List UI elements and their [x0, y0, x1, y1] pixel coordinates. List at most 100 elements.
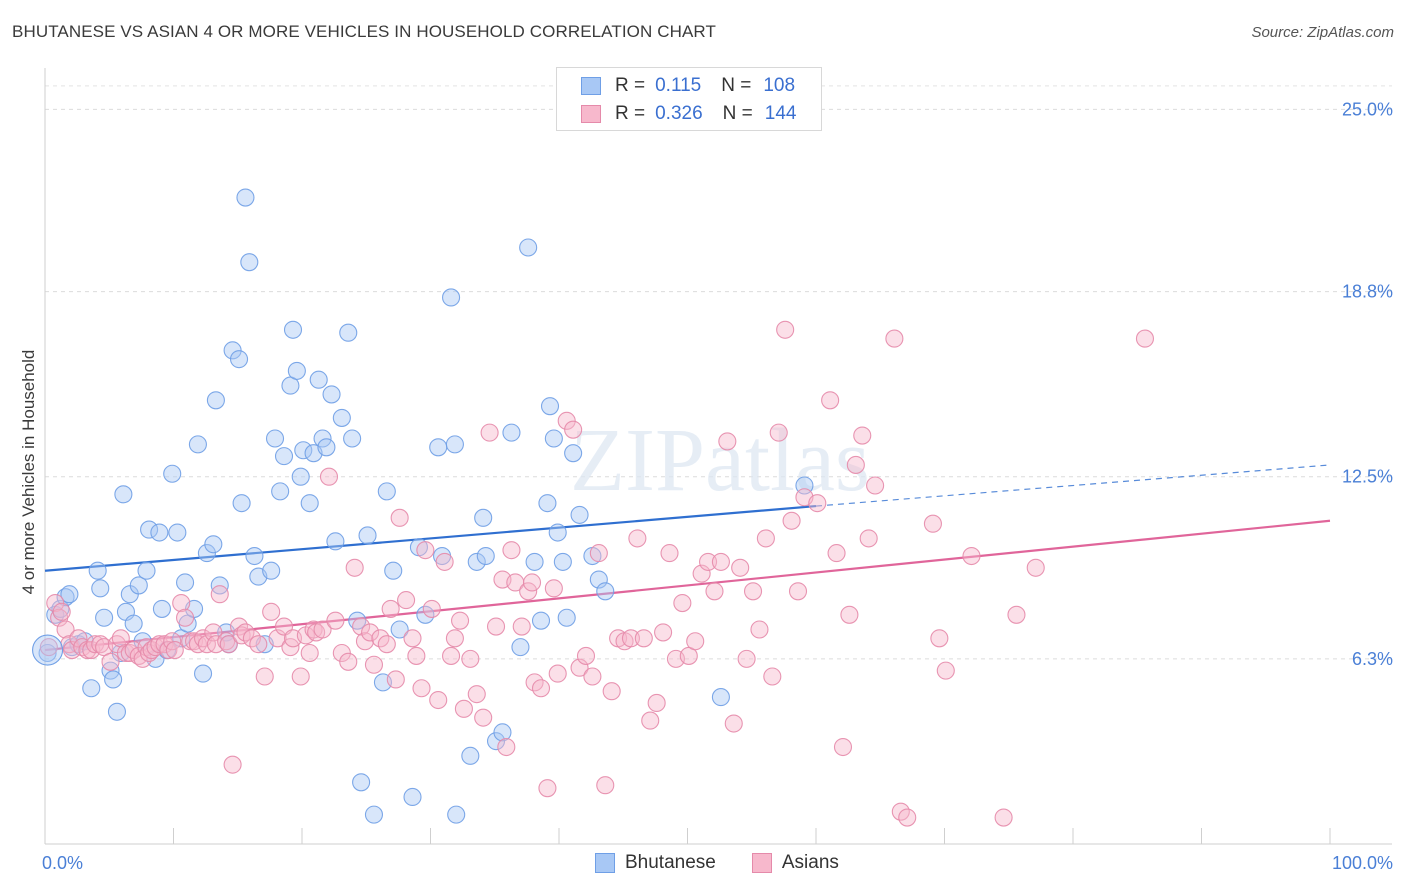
- data-point: [859, 529, 878, 548]
- data-point: [219, 635, 238, 654]
- data-point: [407, 646, 426, 665]
- data-point: [699, 552, 718, 571]
- data-point: [204, 623, 223, 642]
- data-point: [467, 552, 486, 571]
- data-point: [339, 323, 358, 342]
- data-point: [724, 714, 743, 733]
- data-point: [538, 494, 557, 513]
- legend-row-bhutanese: R = 0.115 N = 108: [581, 73, 795, 99]
- data-point: [445, 629, 464, 648]
- data-point: [313, 620, 332, 639]
- data-point: [236, 188, 255, 207]
- data-point: [319, 467, 339, 486]
- data-point: [885, 329, 904, 348]
- data-point: [262, 561, 281, 580]
- data-point: [172, 593, 191, 613]
- data-point: [544, 429, 563, 448]
- data-point: [265, 429, 285, 448]
- data-point: [718, 432, 737, 451]
- data-point: [317, 438, 336, 457]
- data-point: [570, 658, 589, 677]
- data-point: [447, 805, 466, 824]
- data-point: [165, 641, 184, 660]
- data-point: [339, 652, 358, 671]
- data-point: [345, 558, 364, 577]
- data-point: [429, 690, 448, 710]
- data-point: [352, 773, 371, 792]
- data-point: [502, 541, 521, 560]
- data-point: [355, 632, 375, 651]
- data-point: [467, 685, 486, 704]
- data-point: [474, 708, 493, 727]
- data-point: [641, 711, 660, 730]
- data-point: [654, 623, 673, 642]
- data-point: [249, 635, 268, 654]
- data-point: [474, 508, 493, 527]
- data-point: [176, 608, 195, 627]
- data-point: [673, 593, 692, 613]
- data-point: [364, 655, 384, 674]
- legend-swatch-bhutanese: [581, 77, 601, 95]
- data-point: [104, 670, 123, 689]
- data-point: [283, 320, 303, 339]
- legend-row-asians: R = 0.326 N = 144: [581, 101, 796, 127]
- data-point: [548, 664, 567, 683]
- data-point: [163, 464, 182, 483]
- data-point: [525, 552, 544, 571]
- data-point: [898, 808, 917, 827]
- trend-line-extension: [815, 464, 1331, 507]
- data-point: [291, 467, 310, 486]
- y-tick-label: 18.8%: [1342, 282, 1393, 302]
- n-label: N =: [722, 103, 753, 124]
- data-point: [548, 523, 567, 542]
- data-point: [511, 638, 530, 657]
- grid-lines: [45, 85, 1392, 660]
- data-point: [352, 617, 371, 636]
- legend-swatch-bhutanese: [595, 853, 615, 873]
- data-point: [377, 482, 396, 501]
- data-point: [486, 732, 506, 751]
- data-point: [287, 361, 306, 380]
- data-point: [686, 632, 705, 651]
- data-point: [332, 408, 351, 427]
- data-point: [497, 737, 516, 757]
- data-point: [711, 688, 730, 707]
- data-point: [486, 617, 506, 636]
- n-value: 144: [764, 103, 797, 124]
- data-point: [557, 411, 576, 430]
- data-point: [476, 546, 495, 566]
- data-point: [435, 552, 454, 571]
- data-point: [300, 643, 319, 663]
- data-point: [808, 494, 827, 513]
- data-point: [129, 576, 148, 595]
- data-point: [451, 611, 470, 630]
- data-point: [194, 664, 213, 683]
- data-point: [827, 544, 846, 563]
- data-point: [358, 526, 377, 545]
- data-point: [461, 649, 480, 668]
- data-point: [381, 599, 400, 618]
- data-point: [756, 529, 775, 548]
- data-point: [570, 505, 589, 524]
- n-value: 108: [763, 75, 796, 96]
- data-point: [750, 620, 769, 639]
- data-point: [240, 253, 259, 272]
- data-point: [39, 638, 58, 657]
- y-tick-label: 6.3%: [1352, 649, 1393, 669]
- legend-item-bhutanese[interactable]: Bhutanese: [595, 852, 716, 874]
- data-point: [38, 643, 57, 663]
- legend-item-asians[interactable]: Asians: [751, 852, 839, 874]
- data-point: [962, 546, 981, 566]
- data-point: [821, 391, 840, 410]
- n-label: N =: [721, 75, 752, 96]
- data-point: [204, 535, 223, 554]
- trend-line-bhutanese: [44, 504, 817, 572]
- x-tick-label: 0.0%: [42, 853, 83, 873]
- r-value: 0.115: [655, 75, 702, 96]
- data-point: [377, 635, 396, 654]
- data-point: [206, 391, 225, 410]
- y-tick-label: 25.0%: [1342, 99, 1393, 119]
- data-point: [152, 599, 171, 618]
- data-point: [322, 385, 341, 404]
- data-point: [930, 629, 949, 648]
